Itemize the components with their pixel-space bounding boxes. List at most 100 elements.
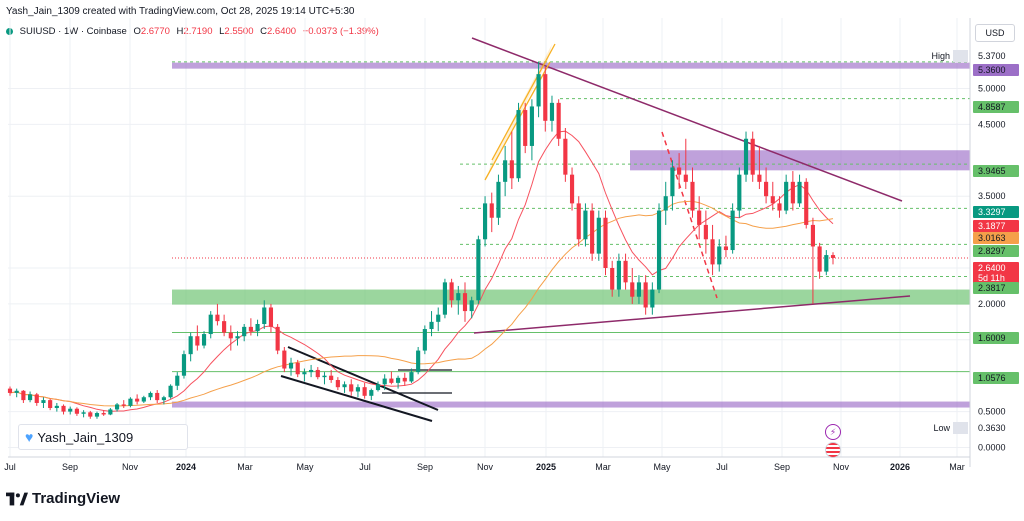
candle-body [817,246,822,272]
candle-body [81,412,86,414]
candle-body [188,336,193,355]
candles [7,61,836,419]
price-tag-value: 2.6400 [978,263,1006,273]
watermark-badge: ♥ Yash_Jain_1309 [18,424,188,450]
candle-body [429,321,434,330]
candle-body [710,239,715,265]
candle-body [295,362,300,375]
x-tick-label: Nov [477,462,494,472]
candle-body [21,390,26,401]
candle-body [462,293,468,312]
x-tick-label: Sep [417,462,433,472]
price-tag-value: 4.8587 [978,102,1006,112]
price-tag-label-bg [953,50,968,62]
open-value: 2.6770 [140,26,170,37]
candle-body [683,174,688,182]
candle-body [41,400,46,403]
candle-body [282,350,287,369]
candle-body [121,404,126,406]
candle-body [797,181,802,204]
candle-body [523,110,528,146]
candle-body [670,167,675,197]
price-tag-value: 3.0163 [978,233,1006,243]
candle-body [590,210,595,254]
candle-body [482,203,488,240]
watermark-text: Yash_Jain_1309 [37,429,134,445]
candle-body [583,210,588,240]
grid-lines [8,18,970,457]
low-label: L [219,26,225,37]
price-tag-countdown: 5d 11h [978,273,1005,283]
x-tick-label: Mar [595,462,611,472]
brand[interactable]: TradingView [6,490,120,507]
zones [172,62,970,408]
candle-body [703,224,708,240]
price-tag-value: 0.3630 [978,423,1006,433]
falling-channel-lower [280,375,433,422]
candle-body [717,246,722,265]
candle-body [34,394,39,403]
candle-body [74,408,79,414]
candle-body [114,404,120,410]
x-tick-label: May [653,462,671,472]
x-tick-label: Jul [4,462,16,472]
candle-body [302,372,307,375]
candle-body [248,326,253,332]
zone-purple [172,62,970,69]
candle-body [255,324,260,332]
candle-body [101,413,106,415]
price-tag-bg [973,422,1019,434]
price-tag-value: 1.0576 [978,373,1006,383]
x-tick-label: Jul [359,462,371,472]
candle-body [643,282,648,308]
candle-body [288,362,294,369]
price-tag-bg [973,332,1019,344]
price-tag-bg [973,262,1019,284]
candle-body [516,110,521,179]
candle-body [94,413,100,417]
price-tag-value: 3.9465 [978,166,1006,176]
y-tick-label: 2.0000 [978,299,1006,309]
candle-body [309,369,314,373]
candle-body [322,375,327,378]
currency-button[interactable]: USD [975,24,1015,42]
candle-body [750,138,755,175]
y-tick-label: 3.5000 [978,191,1006,201]
candle-body [315,369,320,378]
candle-body [222,321,227,333]
symbol-line[interactable]: SUIUSD · 1W · Coinbase [19,26,127,37]
x-tick-label: Sep [774,462,790,472]
moving-averages [9,130,834,412]
price-tag-label: Low [933,423,950,433]
candle-body [141,397,146,402]
price-tag-value: 3.3297 [978,207,1006,217]
candle-body [242,326,247,337]
candle-body [790,181,795,204]
candle-body [543,74,548,121]
candle-body [503,160,508,182]
candle-body [529,106,534,146]
lightning-icon[interactable]: ⚡ [825,424,841,440]
candle-body [770,196,775,204]
candle-body [563,138,568,175]
candle-body [268,307,274,327]
us-flag-icon[interactable] [825,442,841,458]
symbol-info-bar: SUIUSD · 1W · Coinbase O2.6770 H2.7190 L… [6,26,379,37]
x-tick-label: Mar [237,462,253,472]
price-tag-value: 3.1877 [978,221,1006,231]
y-tick-label: 0.5000 [978,407,1006,417]
moving-average-30 [9,200,834,407]
candle-body [396,377,401,383]
price-tags: High 5.3700 5.3600 4.8587 3.9465 3.3297 3.1877… [931,50,1019,434]
low-value: 2.5500 [224,26,254,37]
candle-body [610,268,615,290]
change-value: −0.0373 (−1.39%) [302,26,379,37]
candle-body [375,384,381,391]
candle-body [215,314,220,322]
price-tag-bg [973,50,1019,62]
candle-body [663,196,668,211]
drawings [280,37,911,422]
candle-body [108,409,113,415]
x-tick-label: Sep [62,462,78,472]
